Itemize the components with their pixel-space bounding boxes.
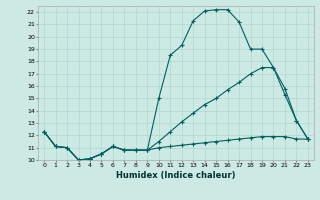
X-axis label: Humidex (Indice chaleur): Humidex (Indice chaleur): [116, 171, 236, 180]
